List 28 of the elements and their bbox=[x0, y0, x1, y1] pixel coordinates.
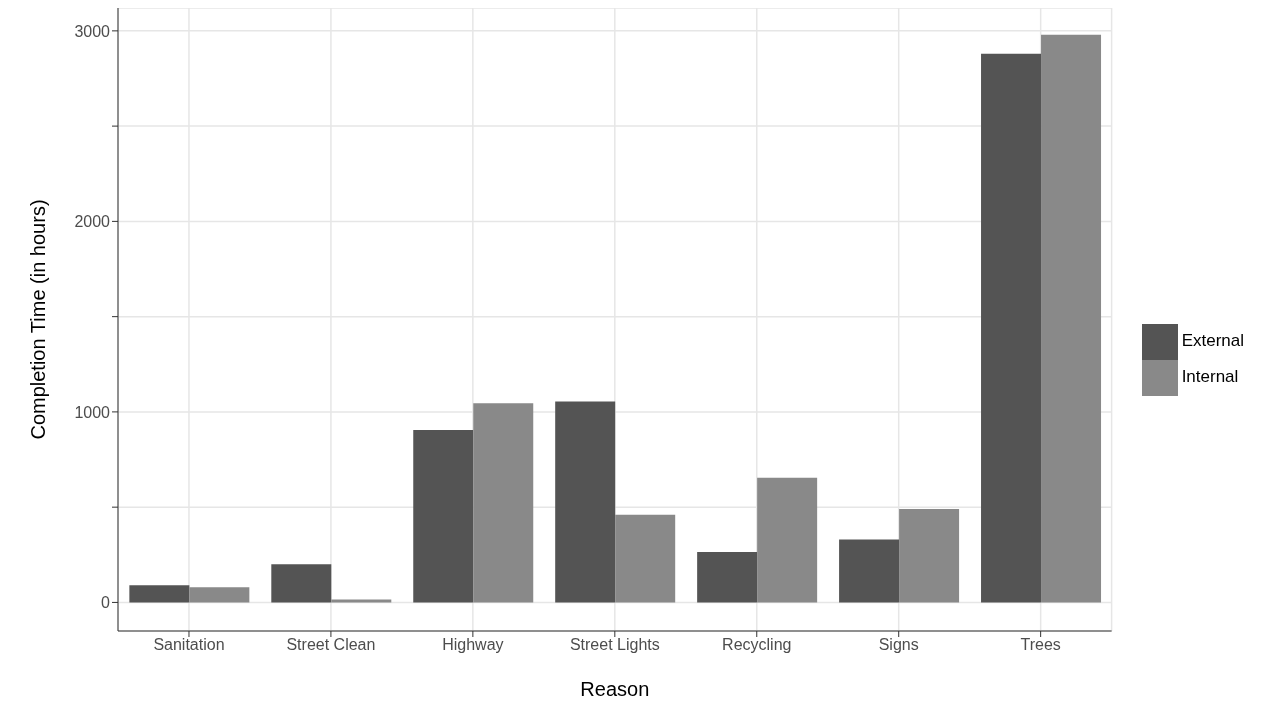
bar bbox=[615, 514, 676, 603]
x-tick-label: Street Clean bbox=[286, 636, 376, 654]
bar bbox=[981, 53, 1042, 603]
y-tick-label: 3000 bbox=[74, 22, 111, 40]
x-tick-label: Highway bbox=[442, 636, 504, 654]
y-tick-label: 0 bbox=[101, 594, 111, 612]
bar bbox=[1041, 34, 1102, 603]
y-axis-title: Completion Time (in hours) bbox=[27, 199, 50, 440]
bar bbox=[129, 585, 190, 603]
bar bbox=[473, 403, 534, 603]
bar bbox=[697, 551, 758, 603]
legend-label: Internal bbox=[1181, 366, 1239, 386]
bar bbox=[899, 509, 960, 603]
y-tick-label: 1000 bbox=[74, 403, 111, 421]
y-tick-label: 2000 bbox=[74, 213, 111, 231]
x-tick-label: Recycling bbox=[722, 636, 792, 654]
bar bbox=[413, 430, 474, 603]
bar bbox=[271, 564, 332, 603]
x-tick-label: Trees bbox=[1020, 636, 1061, 654]
x-tick-label: Street Lights bbox=[569, 636, 660, 654]
x-axis-title: Reason bbox=[580, 678, 650, 700]
legend-label: External bbox=[1181, 330, 1244, 350]
bar bbox=[555, 401, 616, 603]
bar bbox=[839, 539, 900, 603]
bar bbox=[189, 587, 250, 603]
x-tick-label: Signs bbox=[878, 636, 919, 654]
bar bbox=[757, 477, 818, 603]
x-tick-label: Sanitation bbox=[153, 636, 225, 654]
